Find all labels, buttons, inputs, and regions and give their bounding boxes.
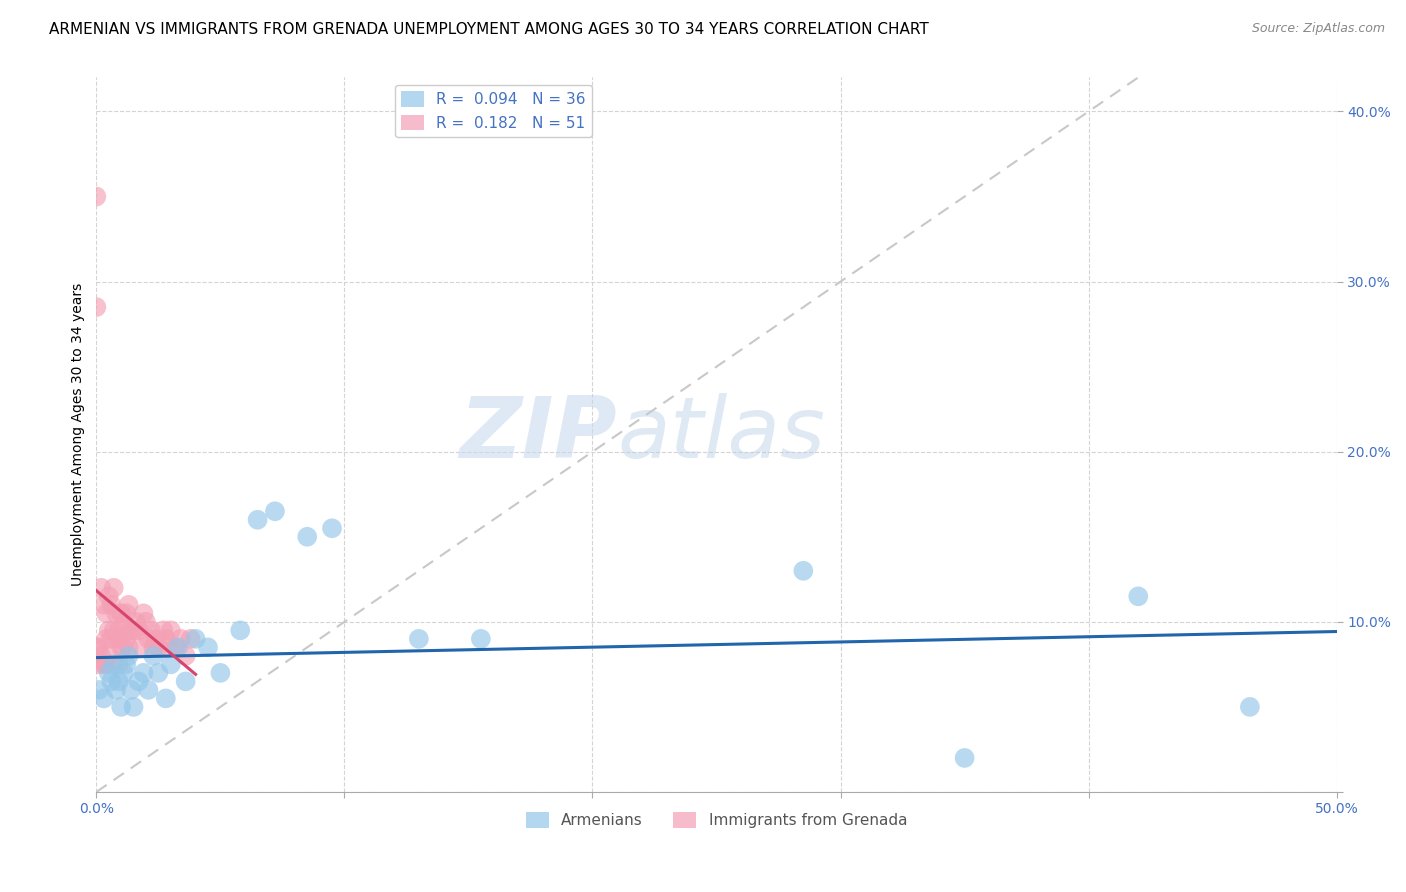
Point (90, 648, 112, 663)
Point (155, 632, 177, 646)
Point (110, 699, 132, 714)
Point (197, 640, 219, 655)
Point (792, 564, 814, 578)
Point (165, 640, 187, 655)
Point (129, 640, 152, 655)
Point (86, 640, 108, 655)
Text: Source: ZipAtlas.com: Source: ZipAtlas.com (1251, 22, 1385, 36)
Point (145, 632, 167, 646)
Point (100, 598, 122, 612)
Point (110, 640, 132, 655)
Point (142, 648, 165, 663)
Point (159, 624, 181, 638)
Point (321, 521, 343, 535)
Point (93, 657, 115, 672)
Point (100, 674, 122, 689)
Point (128, 624, 150, 638)
Point (90, 581, 112, 595)
Point (229, 624, 252, 638)
Point (155, 691, 177, 706)
Point (135, 615, 157, 629)
Point (87, 657, 110, 672)
Point (107, 674, 129, 689)
Point (120, 624, 142, 638)
Point (110, 607, 132, 621)
Point (264, 504, 287, 518)
Point (138, 682, 160, 697)
Point (115, 607, 138, 621)
Point (105, 632, 128, 646)
Point (128, 674, 150, 689)
Point (112, 640, 135, 655)
Point (125, 615, 148, 629)
Point (297, 530, 319, 544)
Point (953, 751, 976, 765)
Point (105, 607, 128, 621)
Point (142, 640, 165, 655)
Point (117, 648, 139, 663)
Point (86, 189, 108, 203)
Point (96, 632, 118, 646)
Point (120, 682, 142, 697)
Point (152, 624, 174, 638)
Point (180, 632, 202, 646)
Point (148, 665, 170, 680)
Point (105, 682, 128, 697)
Point (87, 682, 110, 697)
Point (103, 581, 125, 595)
Point (159, 657, 181, 672)
Point (93, 598, 115, 612)
Point (132, 665, 155, 680)
Point (107, 624, 129, 638)
Point (132, 607, 155, 621)
Point (174, 674, 197, 689)
Point (112, 665, 135, 680)
Point (117, 598, 139, 612)
Point (97, 648, 120, 663)
Point (100, 632, 122, 646)
Point (1128, 590, 1150, 604)
Point (138, 632, 160, 646)
Point (97, 665, 120, 680)
Legend: Armenians, Immigrants from Grenada: Armenians, Immigrants from Grenada (520, 806, 912, 834)
Point (103, 657, 125, 672)
Point (87, 640, 110, 655)
Point (96, 607, 118, 621)
Point (86, 300, 108, 314)
Point (174, 648, 197, 663)
Point (184, 632, 207, 646)
Point (112, 615, 135, 629)
Point (157, 640, 180, 655)
Point (139, 624, 162, 638)
Point (209, 665, 232, 680)
Point (408, 632, 430, 646)
Point (246, 513, 269, 527)
Point (97, 590, 120, 604)
Y-axis label: Unemployment Among Ages 30 to 34 years: Unemployment Among Ages 30 to 34 years (72, 283, 86, 586)
Point (96, 657, 118, 672)
Point (148, 640, 170, 655)
Point (93, 691, 115, 706)
Point (115, 632, 138, 646)
Text: atlas: atlas (617, 393, 825, 476)
Point (122, 699, 145, 714)
Point (470, 632, 492, 646)
Point (122, 624, 145, 638)
Point (167, 640, 190, 655)
Point (107, 657, 129, 672)
Point (115, 657, 138, 672)
Point (97, 624, 120, 638)
Text: ZIP: ZIP (460, 393, 617, 476)
Point (170, 632, 193, 646)
Point (103, 624, 125, 638)
Point (1239, 699, 1261, 714)
Text: ARMENIAN VS IMMIGRANTS FROM GRENADA UNEMPLOYMENT AMONG AGES 30 TO 34 YEARS CORRE: ARMENIAN VS IMMIGRANTS FROM GRENADA UNEM… (49, 22, 929, 37)
Point (117, 640, 139, 655)
